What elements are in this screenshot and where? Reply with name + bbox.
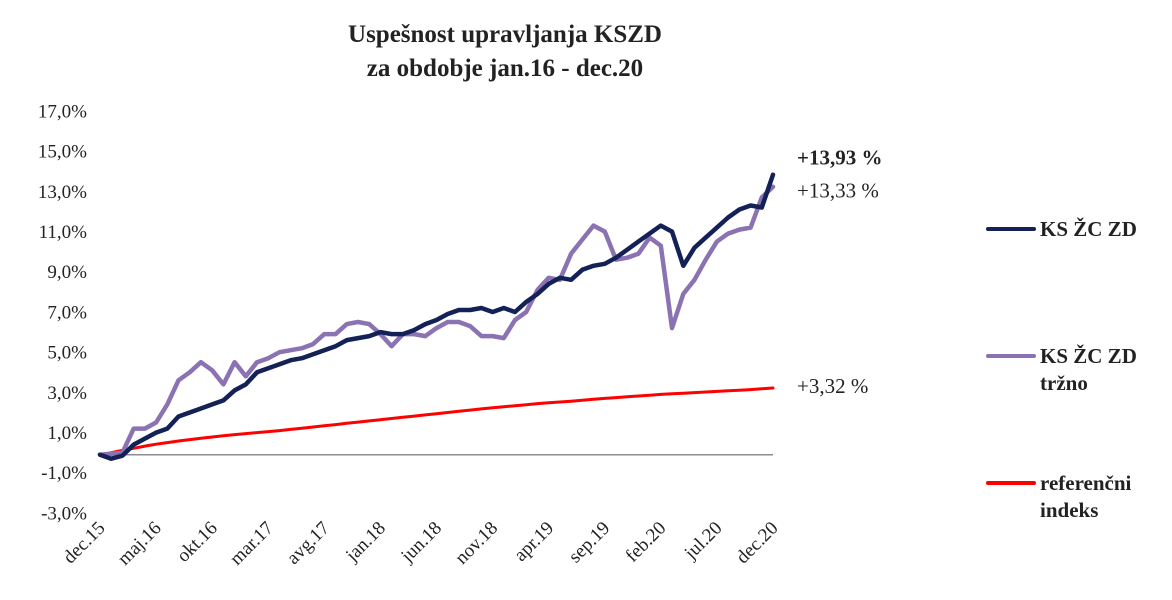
- legend-label: KS ŽC ZD tržno: [1040, 344, 1137, 395]
- x-tick-label: avg.17: [283, 518, 334, 569]
- y-tick-label: 5,0%: [47, 343, 87, 364]
- x-tick-label: dec.15: [59, 518, 109, 568]
- legend-swatch: [986, 354, 1036, 358]
- x-tick-label: nov.18: [451, 518, 502, 569]
- series-line: [98, 386, 775, 457]
- x-tick-label: sep.19: [565, 518, 615, 568]
- x-tick-label: maj.16: [114, 518, 166, 570]
- x-tick-label: feb.20: [622, 518, 671, 567]
- y-tick-label: -3,0%: [41, 503, 87, 524]
- series-line: [97, 172, 776, 461]
- x-tick-label: apr.19: [510, 518, 558, 566]
- y-tick-label: 9,0%: [47, 262, 87, 283]
- legend-swatch: [986, 227, 1036, 231]
- y-tick-label: -1,0%: [41, 463, 87, 484]
- x-tick-label: okt.16: [173, 518, 222, 567]
- x-tick-label: jun.18: [397, 518, 447, 568]
- x-tick-label: mar.17: [226, 518, 278, 570]
- value-label: +13,33 %: [797, 179, 879, 203]
- x-tick-label: jul.20: [680, 518, 727, 565]
- y-tick-label: 1,0%: [47, 423, 87, 444]
- legend-swatch: [986, 481, 1036, 485]
- legend-label: KS ŽC ZD: [1040, 217, 1137, 241]
- value-label: +13,93 %: [797, 146, 882, 170]
- y-tick-label: 17,0%: [38, 101, 87, 122]
- y-tick-label: 11,0%: [39, 222, 88, 243]
- x-tick-label: dec.20: [732, 518, 782, 568]
- legend-label: referenčni indeks: [1040, 471, 1132, 522]
- chart-title: za obdobje jan.16 - dec.20: [367, 55, 643, 82]
- y-tick-label: 13,0%: [38, 182, 87, 203]
- y-tick-label: 15,0%: [38, 142, 87, 163]
- legend-item: KS ŽC ZD: [986, 216, 1172, 243]
- legend-item: referenčni indeks: [986, 470, 1172, 524]
- chart-title: Uspešnost upravljanja KSZD: [348, 21, 662, 48]
- legend-item: KS ŽC ZD tržno: [986, 343, 1172, 397]
- value-label: +3,32 %: [797, 374, 868, 398]
- x-tick-label: jan.18: [341, 518, 390, 567]
- y-tick-label: 3,0%: [47, 383, 87, 404]
- y-tick-label: 7,0%: [47, 302, 87, 323]
- series-line: [97, 184, 776, 457]
